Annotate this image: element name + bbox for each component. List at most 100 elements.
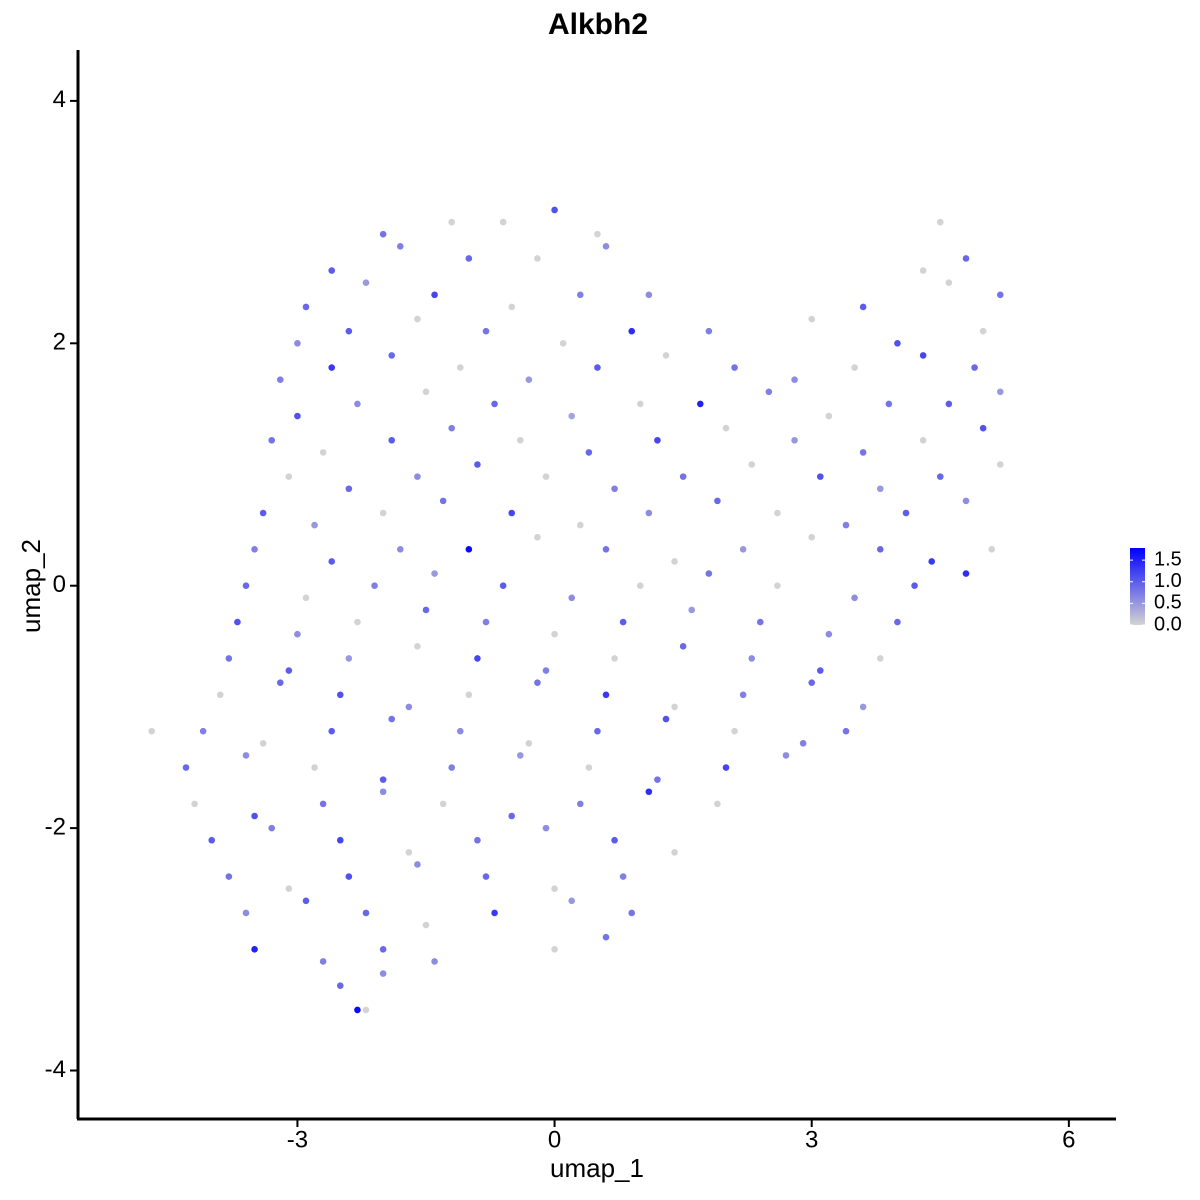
x-tick-label: -3 bbox=[287, 1126, 308, 1153]
x-tick-label: 0 bbox=[548, 1126, 561, 1153]
point bbox=[371, 582, 378, 590]
point bbox=[996, 461, 1004, 468]
point bbox=[602, 546, 610, 553]
point bbox=[594, 727, 601, 735]
point bbox=[482, 618, 490, 626]
point bbox=[379, 788, 387, 796]
point bbox=[422, 388, 430, 396]
point bbox=[439, 497, 447, 505]
point bbox=[542, 667, 550, 674]
point bbox=[774, 582, 781, 590]
point bbox=[474, 836, 481, 844]
point bbox=[431, 958, 438, 965]
color-bar-label: 0.5 bbox=[1154, 592, 1182, 614]
point bbox=[739, 691, 747, 699]
point bbox=[756, 618, 764, 626]
point bbox=[414, 643, 421, 650]
point bbox=[636, 400, 644, 408]
point bbox=[645, 291, 653, 299]
point bbox=[816, 667, 824, 674]
point bbox=[302, 303, 310, 311]
point bbox=[422, 921, 430, 929]
point bbox=[928, 558, 936, 565]
point bbox=[731, 727, 738, 735]
point bbox=[199, 727, 207, 735]
point bbox=[791, 436, 798, 444]
point bbox=[474, 655, 481, 662]
point bbox=[654, 776, 661, 783]
point bbox=[611, 655, 618, 662]
point bbox=[414, 315, 421, 323]
point bbox=[345, 327, 353, 335]
point bbox=[576, 800, 584, 808]
point bbox=[311, 521, 318, 529]
point bbox=[628, 909, 636, 917]
point bbox=[551, 885, 558, 893]
point bbox=[251, 546, 258, 553]
point bbox=[816, 473, 824, 480]
point bbox=[345, 655, 353, 662]
point bbox=[671, 703, 678, 711]
x-axis-title: umap_1 bbox=[550, 1153, 644, 1183]
y-axis-title: umap_2 bbox=[16, 539, 46, 633]
point bbox=[508, 509, 516, 517]
point bbox=[774, 509, 781, 517]
point bbox=[474, 461, 481, 468]
point bbox=[876, 655, 884, 662]
point bbox=[739, 546, 747, 553]
point bbox=[842, 727, 850, 735]
point bbox=[414, 861, 421, 868]
point bbox=[379, 946, 387, 953]
point bbox=[336, 982, 344, 989]
color-bar-label: 1.5 bbox=[1154, 548, 1182, 570]
point bbox=[688, 606, 696, 614]
point bbox=[808, 315, 816, 323]
point bbox=[996, 291, 1004, 299]
point bbox=[336, 691, 344, 699]
point bbox=[876, 546, 884, 553]
point bbox=[894, 340, 901, 347]
point bbox=[285, 885, 293, 893]
point bbox=[516, 436, 524, 444]
point bbox=[294, 630, 301, 638]
point bbox=[148, 727, 156, 735]
point bbox=[585, 764, 593, 771]
point bbox=[379, 509, 387, 517]
point bbox=[585, 449, 593, 456]
point bbox=[722, 424, 730, 432]
point bbox=[491, 909, 498, 917]
point bbox=[936, 473, 944, 480]
point bbox=[482, 327, 490, 335]
point bbox=[242, 582, 250, 590]
point bbox=[362, 1006, 370, 1014]
point bbox=[748, 655, 756, 662]
point bbox=[979, 424, 987, 432]
point bbox=[525, 376, 533, 383]
point bbox=[894, 618, 901, 626]
point bbox=[336, 836, 344, 844]
y-tick-label: 4 bbox=[53, 86, 66, 113]
point bbox=[294, 412, 301, 420]
y-tick-label: -2 bbox=[45, 813, 66, 840]
point bbox=[611, 836, 618, 844]
point bbox=[714, 800, 721, 808]
point bbox=[405, 849, 413, 856]
point bbox=[276, 376, 284, 383]
point bbox=[791, 376, 798, 383]
color-bar-label: 0.0 bbox=[1154, 613, 1182, 635]
point bbox=[216, 691, 224, 699]
point bbox=[602, 933, 610, 941]
point bbox=[268, 824, 276, 832]
point bbox=[645, 509, 653, 517]
point bbox=[842, 521, 850, 529]
point bbox=[851, 594, 858, 602]
point bbox=[362, 909, 370, 917]
point bbox=[962, 255, 970, 262]
point bbox=[225, 655, 233, 662]
point bbox=[525, 739, 533, 747]
point bbox=[328, 267, 336, 274]
point bbox=[354, 618, 361, 626]
point bbox=[911, 582, 918, 590]
point bbox=[679, 643, 687, 650]
